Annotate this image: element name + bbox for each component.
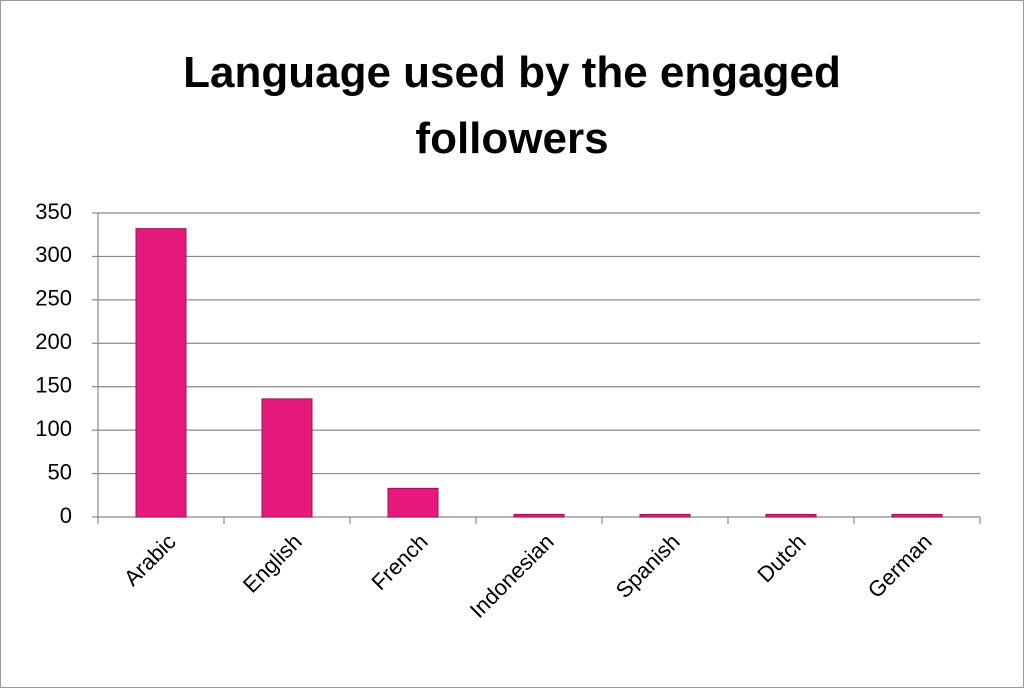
- x-tick-label: English: [238, 529, 307, 598]
- y-tick-label: 200: [35, 329, 72, 354]
- x-tick-label: Spanish: [611, 529, 685, 603]
- bar: [387, 487, 439, 518]
- y-tick-label: 300: [35, 242, 72, 267]
- bar: [261, 398, 313, 518]
- y-tick-label: 350: [35, 199, 72, 224]
- y-tick-label: 100: [35, 416, 72, 441]
- x-tick-label: German: [863, 529, 937, 603]
- bar: [513, 513, 565, 518]
- bar: [765, 513, 817, 518]
- x-tick-label: Arabic: [119, 529, 181, 591]
- y-tick-label: 50: [48, 459, 72, 484]
- y-tick-label: 0: [60, 503, 72, 528]
- chart-title: Language used by the engaged followers: [183, 48, 841, 163]
- y-tick-label: 250: [35, 286, 72, 311]
- bar: [639, 513, 691, 518]
- x-tick-label: Indonesian: [465, 529, 559, 623]
- x-tick-label: French: [367, 529, 433, 595]
- y-tick-label: 150: [35, 373, 72, 398]
- bar: [135, 228, 187, 518]
- x-tick-label: Dutch: [752, 529, 810, 587]
- bar: [891, 513, 943, 518]
